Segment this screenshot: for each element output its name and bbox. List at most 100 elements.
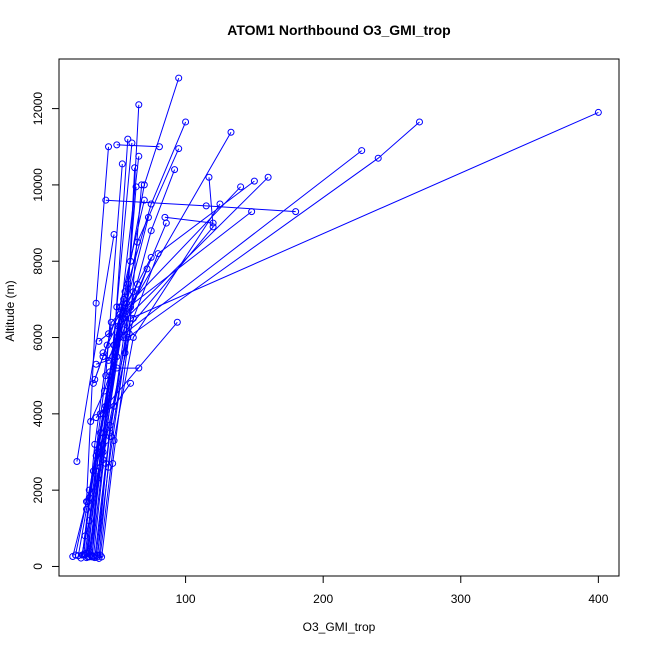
data-point <box>92 414 100 422</box>
series-line <box>101 184 143 557</box>
data-point <box>143 265 151 273</box>
chart-title: ATOM1 Northbound O3_GMI_trop <box>227 22 450 38</box>
data-point <box>81 532 89 540</box>
data-point <box>237 183 245 191</box>
data-point <box>122 299 130 307</box>
profile-series <box>85 213 152 561</box>
y-tick-label: 12000 <box>31 92 45 126</box>
x-axis-label: O3_GMI_trop <box>303 620 376 634</box>
series-line <box>86 139 129 558</box>
profile-series <box>94 164 139 559</box>
profile-series <box>80 183 245 559</box>
data-point <box>94 475 102 483</box>
profile-series <box>73 231 118 466</box>
data-point <box>89 379 97 387</box>
data-point <box>129 334 137 342</box>
series-line <box>116 144 160 148</box>
data-point <box>121 288 129 296</box>
series-line <box>91 222 167 556</box>
data-point <box>358 147 366 155</box>
data-point <box>173 318 181 326</box>
data-point <box>175 145 183 153</box>
profile-series <box>98 181 146 561</box>
series-line <box>76 234 115 462</box>
data-point <box>118 160 126 168</box>
data-point <box>202 202 210 210</box>
data-point <box>205 173 213 181</box>
y-tick-label: 4000 <box>31 400 45 427</box>
profile-series <box>102 196 300 216</box>
data-point <box>106 368 114 376</box>
series-line <box>95 169 176 556</box>
series-layer <box>69 74 602 562</box>
data-point <box>250 177 258 185</box>
data-point <box>292 208 300 216</box>
y-tick-label: 0 <box>31 563 45 570</box>
data-point <box>175 74 183 82</box>
data-point <box>131 164 139 172</box>
y-axis-label: Altitude (m) <box>3 280 17 341</box>
x-axis: 100 200 300 400 <box>176 575 609 606</box>
data-point <box>594 108 602 116</box>
data-point <box>120 326 128 334</box>
data-point <box>110 231 118 239</box>
data-point <box>94 551 102 559</box>
profile-series <box>95 280 141 345</box>
data-point <box>110 437 118 445</box>
y-tick-label: 10000 <box>31 168 45 202</box>
series-line <box>75 146 109 556</box>
data-point <box>127 379 135 387</box>
profile-series <box>96 200 224 559</box>
data-point <box>103 341 111 349</box>
data-point <box>73 458 81 466</box>
data-point <box>133 280 141 288</box>
data-point <box>84 498 92 506</box>
y-tick-label: 6000 <box>31 324 45 351</box>
profile-series <box>92 299 130 368</box>
data-point <box>96 551 104 559</box>
data-point <box>154 250 162 258</box>
y-tick-label: 8000 <box>31 248 45 275</box>
data-point <box>264 173 272 181</box>
data-point <box>113 141 121 149</box>
data-point <box>135 364 143 372</box>
data-point <box>374 154 382 162</box>
data-point <box>171 166 179 174</box>
data-point <box>72 551 80 559</box>
data-point <box>105 356 113 364</box>
data-point <box>147 253 155 261</box>
data-point <box>248 208 256 216</box>
profile-series <box>87 265 151 425</box>
data-point <box>105 330 113 338</box>
x-tick-label: 300 <box>451 592 471 606</box>
series-line <box>98 283 138 342</box>
data-point <box>92 299 100 307</box>
data-point <box>92 360 100 368</box>
data-point <box>113 334 121 342</box>
profile-series <box>113 141 163 151</box>
series-line <box>92 111 599 557</box>
data-point <box>209 223 217 231</box>
x-tick-label: 200 <box>313 592 333 606</box>
data-point <box>92 452 100 460</box>
x-tick-label: 400 <box>588 592 608 606</box>
data-point <box>125 330 133 338</box>
series-line <box>98 121 420 559</box>
x-tick-label: 100 <box>176 592 196 606</box>
data-point <box>144 213 152 221</box>
data-point <box>105 463 113 471</box>
data-point <box>99 353 107 361</box>
data-point <box>209 219 217 227</box>
series-line <box>164 216 214 224</box>
series-line <box>95 303 127 365</box>
series-line <box>90 150 363 556</box>
data-point <box>147 227 155 235</box>
data-point <box>113 364 121 372</box>
data-point <box>135 101 143 109</box>
data-point <box>116 311 124 319</box>
data-point <box>95 444 103 452</box>
series-line <box>97 167 136 556</box>
data-point <box>415 118 423 126</box>
data-point <box>121 349 129 357</box>
